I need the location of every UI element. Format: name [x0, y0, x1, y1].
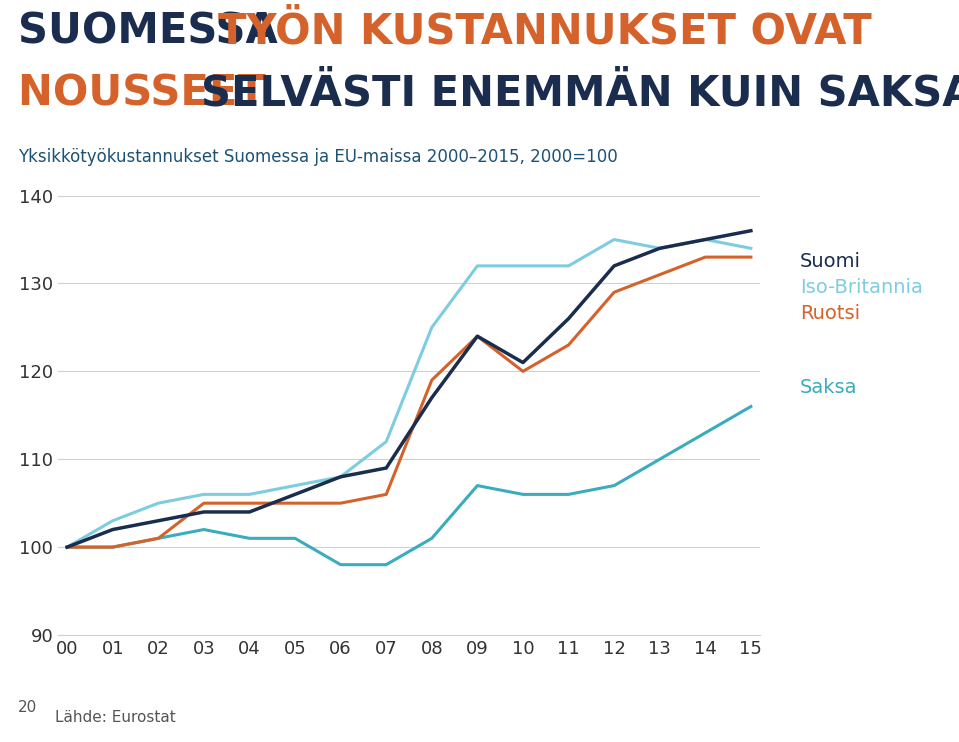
Text: Saksa: Saksa [800, 378, 857, 397]
Text: NOUSSEET: NOUSSEET [18, 72, 280, 114]
Bar [776, 683, 784, 718]
Text: ILMARINEN: ILMARINEN [815, 692, 910, 707]
Text: Yksikkötyökustannukset Suomessa ja EU-maissa 2000–2015, 2000=100: Yksikkötyökustannukset Suomessa ja EU-ma… [18, 148, 618, 166]
Text: Iso-Britannia: Iso-Britannia [800, 278, 923, 297]
Bar [754, 697, 761, 718]
Text: SELVÄSTI ENEMMÄN KUIN SAKSASSA: SELVÄSTI ENEMMÄN KUIN SAKSASSA [201, 72, 959, 114]
Text: Ruotsi: Ruotsi [800, 304, 860, 323]
Bar [765, 690, 773, 718]
Text: SUOMESSA: SUOMESSA [18, 10, 292, 52]
Text: Lähde: Eurostat: Lähde: Eurostat [55, 710, 175, 725]
Text: Suomi: Suomi [800, 252, 861, 271]
Text: TYÖN KUSTANNUKSET OVAT: TYÖN KUSTANNUKSET OVAT [218, 10, 872, 52]
Text: 20: 20 [18, 700, 37, 715]
